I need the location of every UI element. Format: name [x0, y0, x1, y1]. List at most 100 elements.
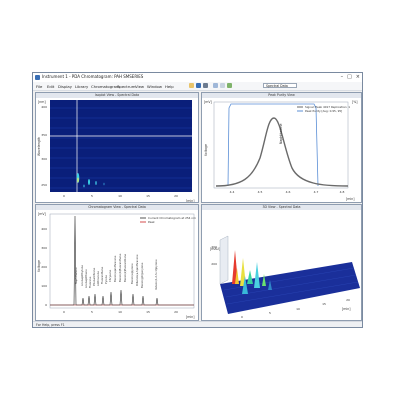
chrom-y-tick: 400 — [41, 227, 47, 231]
save-icon[interactable] — [196, 83, 201, 88]
refresh-icon[interactable] — [227, 83, 232, 88]
view3d-x-tick: 20 — [346, 298, 350, 302]
purity-y-label: Voltage — [204, 144, 208, 156]
peak-label: Benzo(a)anthracene — [113, 255, 117, 282]
peak-label: Acenaphthylene — [80, 265, 84, 286]
chrom-x-tick: 20 — [174, 310, 178, 314]
menu-library[interactable]: Library — [75, 83, 89, 89]
view-3d-chart[interactable]: [mAU] 400 200 0 5 10 15 — [202, 210, 362, 321]
peak-label: Acenaphthene — [84, 269, 88, 288]
status-bar: For Help, press F1 — [33, 321, 362, 327]
isoplot-x-tick: 5 — [91, 194, 93, 198]
menu-window[interactable]: Window — [147, 83, 162, 89]
menu-spectrum[interactable]: Spectrum — [117, 83, 136, 89]
chromatogram-pane: Chromatogram View - Spectral Data [mV] V… — [35, 204, 199, 321]
menu-chromatogram[interactable]: Chromatogram — [91, 83, 120, 89]
chrom-y-tick: 200 — [41, 265, 47, 269]
chrom-x-tick: 10 — [118, 310, 122, 314]
menu-display[interactable]: Display — [58, 83, 72, 89]
purity-x-tick: 4.8 — [340, 190, 345, 194]
peak-label: Pyrene — [104, 275, 108, 284]
chrom-x-tick: 0 — [63, 310, 65, 314]
peak-label: Anthracene — [96, 271, 100, 286]
chrom-x-tick: 15 — [146, 310, 150, 314]
isoplot-y-label: Wavelength — [37, 137, 41, 156]
app-icon — [35, 74, 40, 80]
isoplot-header: Isoplot View - Spectral Data — [36, 93, 198, 98]
peak-purity-pane: Peak Purity View [mV] [%] Voltage Naphth… — [201, 92, 362, 203]
view3d-unit-x: [min] — [342, 307, 351, 311]
peak-label: Indeno(1,2,3-cd)pyrene — [154, 259, 158, 290]
chrom-unit-x: [min] — [186, 315, 195, 319]
peak-label: Chrysene — [108, 269, 112, 282]
chrom-peak-labels: Naphthalene Acenaphthylene Acenaphthene … — [74, 253, 158, 290]
isoplot-texture — [50, 107, 192, 189]
isoplot-x-tick: 10 — [118, 194, 122, 198]
legend-signal: Signal: Peak 4017 Replication: 1 — [305, 105, 350, 109]
view-3d-pane: 3D View - Spectral Data [mAU] 400 20 — [201, 204, 362, 321]
view3d-unit-z: [mAU] — [210, 247, 220, 251]
peak-label: Benzo(ghi)perylene — [140, 262, 144, 288]
signal-curve — [215, 117, 349, 187]
view3d-z-tick: 400 — [211, 245, 217, 249]
menu-view[interactable]: View — [135, 83, 145, 89]
peak-label: Benzo(b)fluoranthene — [118, 253, 122, 282]
isoplot-y-tick: 350 — [41, 133, 47, 137]
purity-x-tick: 4.6 — [286, 190, 291, 194]
chrom-plot-area — [49, 213, 195, 309]
legend-purity: Peak Purity [Avg: 0.95, 95] — [305, 109, 342, 113]
surface-wall — [219, 235, 229, 285]
peak-purity-header: Peak Purity View — [202, 93, 361, 98]
menu-file[interactable]: File — [36, 83, 43, 89]
open-icon[interactable] — [189, 83, 194, 88]
print-icon[interactable] — [203, 83, 208, 88]
isoplot-chart[interactable]: [nm] Wavelength 400 350 300 — [36, 98, 199, 203]
isoplot-x-tick: 20 — [174, 194, 178, 198]
isoplot-y-tick: 250 — [41, 183, 47, 187]
peak-label: Naphthalene — [74, 267, 78, 284]
surface-floor — [220, 262, 360, 314]
isoplot-unit-y: [nm] — [38, 100, 46, 104]
spectral-data-select[interactable]: Spectral Data — [263, 82, 297, 89]
isoplot-y-tick: 300 — [41, 157, 47, 161]
view-3d-header: 3D View - Spectral Data — [202, 205, 361, 210]
chrom-x-tick: 5 — [91, 310, 93, 314]
purity-peak-label: Naphthalene — [279, 124, 283, 144]
chromatogram-trace — [50, 215, 194, 306]
menu-bar: File Edit Display Library Chromatogram S… — [33, 82, 362, 91]
purity-unit-y2: [%] — [352, 100, 358, 104]
zoom-icon[interactable] — [213, 83, 218, 88]
legend-chrom: Current Chromatogram at 254 nm — [148, 216, 196, 220]
minimize-icon[interactable]: – — [340, 74, 344, 80]
close-icon[interactable]: × — [355, 74, 360, 80]
surface-peaks — [232, 250, 272, 294]
chromatogram-chart[interactable]: [mV] Voltage Current Chromatogram at 254… — [36, 210, 199, 321]
chrom-unit-y: [mV] — [38, 212, 46, 216]
menu-help[interactable]: Help — [165, 83, 174, 89]
isoplot-x-tick: 0 — [63, 194, 65, 198]
purity-line — [227, 103, 319, 187]
maximize-icon[interactable]: □ — [347, 74, 352, 80]
view3d-x-tick: 5 — [269, 311, 271, 315]
purity-x-tick: 4.4 — [230, 190, 235, 194]
isoplot-unit-x: [min] — [186, 199, 195, 203]
purity-plot-area — [213, 101, 349, 189]
peak-label: Fluoranthene — [100, 266, 104, 284]
legend-peak: Peak — [148, 220, 155, 224]
purity-x-tick: 4.5 — [258, 190, 263, 194]
menu-edit[interactable]: Edit — [47, 83, 55, 89]
isoplot-x-tick: 15 — [146, 194, 150, 198]
chrom-y-tick: 100 — [41, 284, 47, 288]
chromatogram-header: Chromatogram View - Spectral Data — [36, 205, 198, 210]
isoplot-y-tick: 400 — [41, 105, 47, 109]
peak-label: Benzo(k)fluoranthene — [123, 253, 127, 282]
peak-label: Benzo(a)pyrene — [130, 263, 134, 284]
purity-unit-y: [mV] — [204, 100, 212, 104]
isoplot-pane: Isoplot View - Spectral Data [nm] Wavele… — [35, 92, 199, 203]
chrom-y-tick: 0 — [45, 303, 47, 307]
window-title: Instrument 1 - PDA Chromatogram: PAH SMS… — [42, 74, 144, 79]
view3d-x-tick: 10 — [296, 307, 300, 311]
cursor-icon[interactable] — [220, 83, 225, 88]
peak-purity-chart[interactable]: [mV] [%] Voltage Naphthalene Signal: Pea… — [202, 98, 362, 203]
chrom-y-tick: 300 — [41, 246, 47, 250]
